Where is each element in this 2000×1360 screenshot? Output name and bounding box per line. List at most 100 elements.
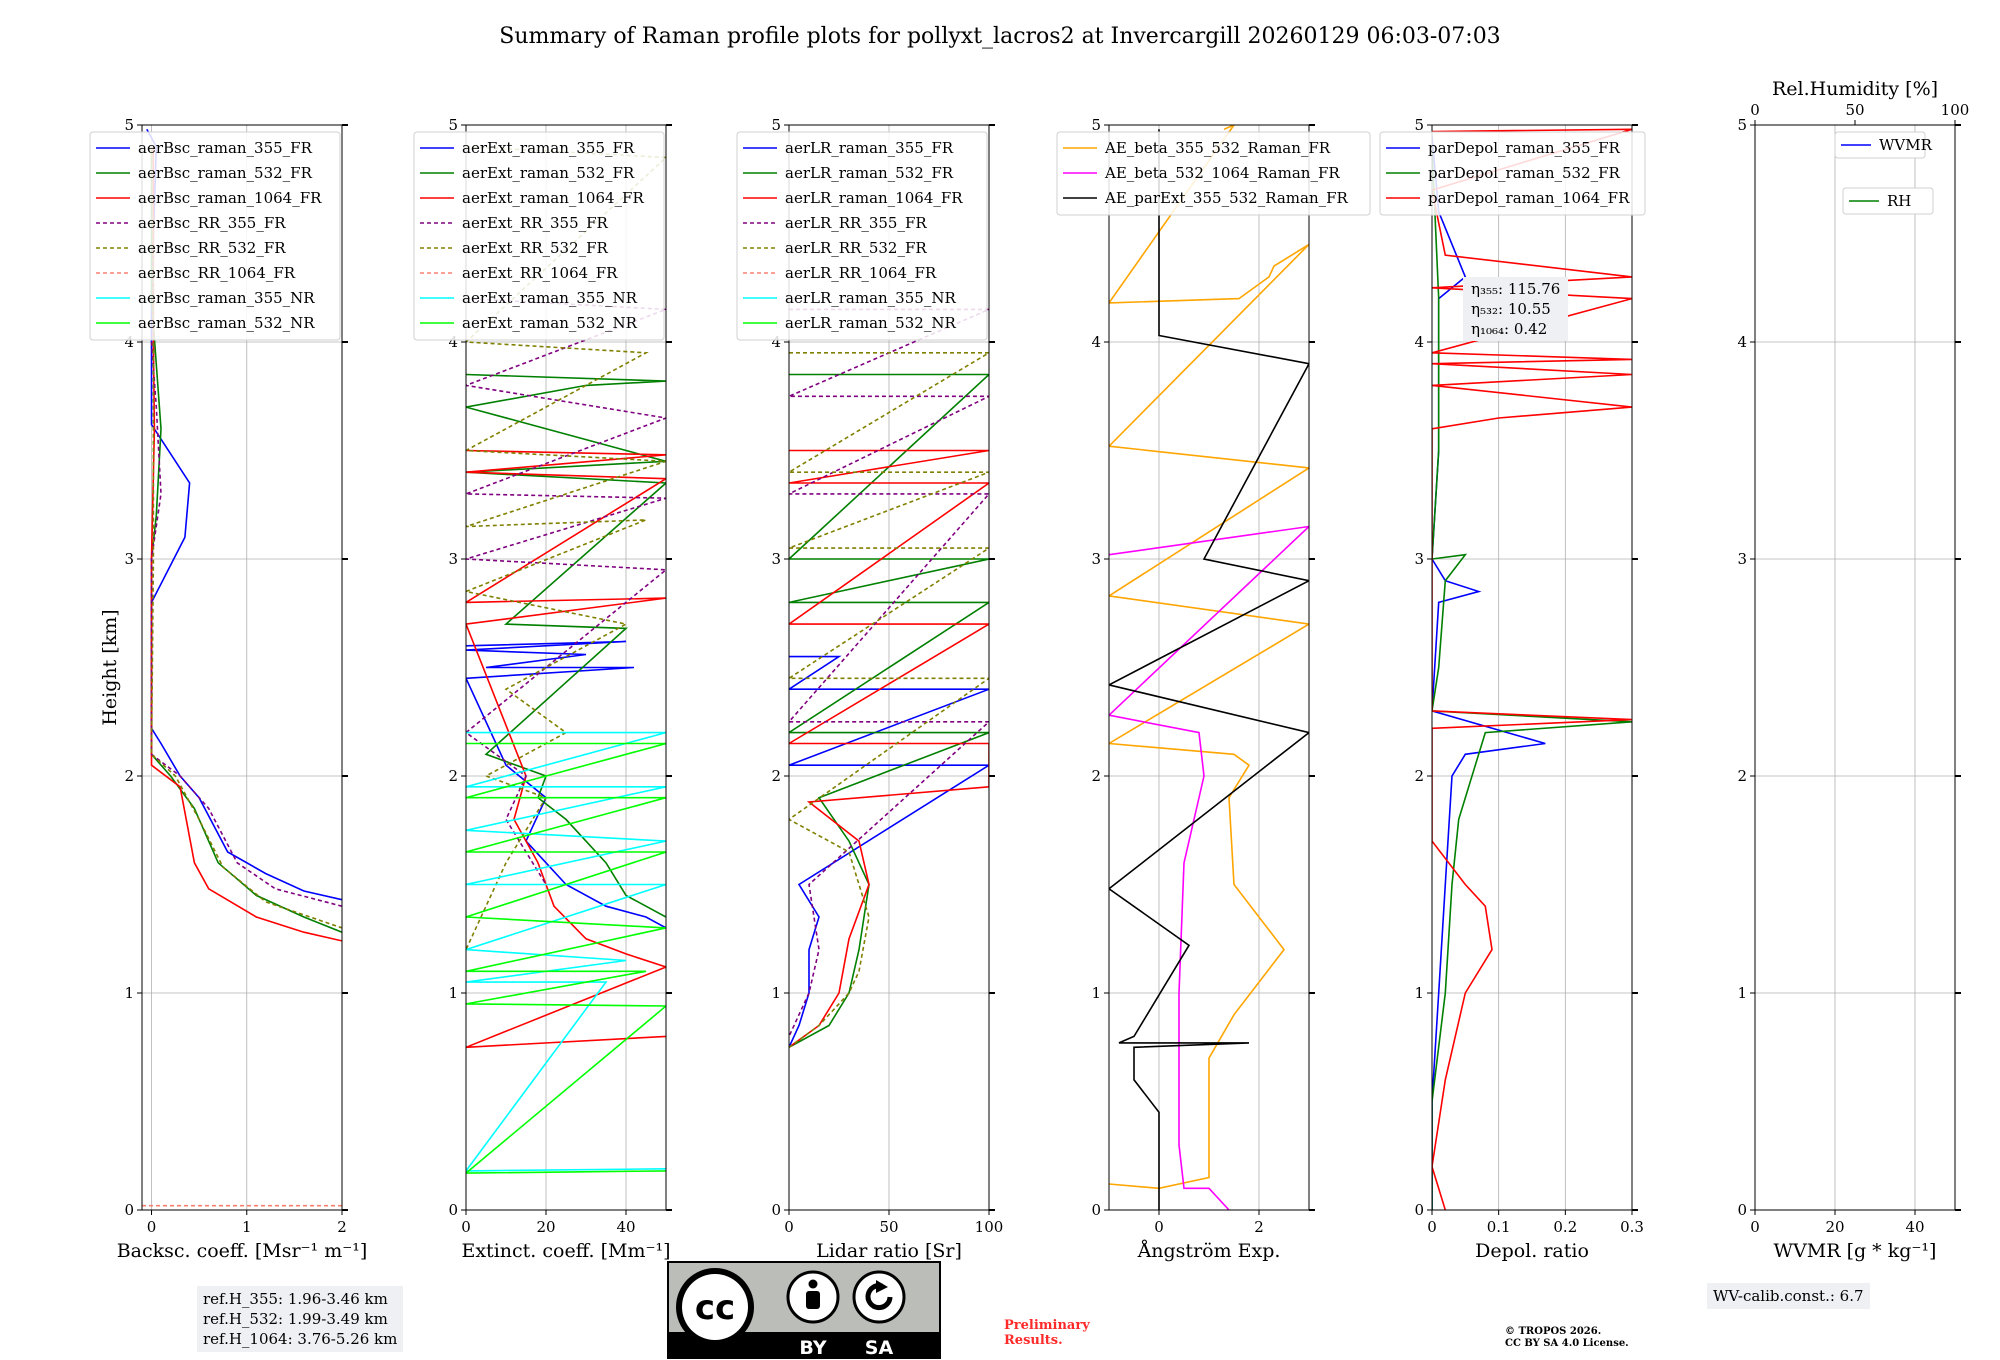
x-tick-label: 0.2 <box>1553 1218 1577 1236</box>
eta-532: η₅₃₂: 10.55 <box>1471 300 1551 318</box>
legend-label: aerExt_RR_532_FR <box>462 239 609 257</box>
legend-label: aerLR_RR_532_FR <box>785 239 927 257</box>
y-tick-label: 2 <box>1091 767 1101 785</box>
legend-label: aerExt_raman_532_NR <box>462 314 638 332</box>
series-line-aerExt_RR_355_FR <box>466 297 666 885</box>
x-tick-label: 0 <box>1154 1218 1164 1236</box>
legend-ae: AE_beta_355_532_Raman_FR AE_beta_532_1064… <box>1056 131 1371 216</box>
preliminary-line-2: Results. <box>1004 1333 1063 1348</box>
preliminary-line-1: Preliminary <box>1004 1318 1090 1333</box>
legend-label: aerExt_RR_355_FR <box>462 214 609 232</box>
legend-label: aerExt_raman_1064_FR <box>462 189 644 207</box>
eta-1064: η₁₀₆₄: 0.42 <box>1471 320 1548 338</box>
x-tick-label: 40 <box>616 1218 635 1236</box>
y-tick-label: 4 <box>1414 333 1424 351</box>
series-line-aerExt_raman_532_NR <box>466 742 666 1174</box>
top-tick-label: 100 <box>1941 101 1970 119</box>
y-tick-label: 3 <box>1091 550 1101 568</box>
x-tick-label: 0 <box>147 1218 157 1236</box>
legend-label: aerBsc_raman_355_FR <box>138 139 313 157</box>
legend-depol: parDepol_raman_355_FR parDepol_raman_532_… <box>1379 131 1646 216</box>
y-tick-label: 1 <box>771 984 781 1002</box>
x-tick-label: 0 <box>1427 1218 1437 1236</box>
plot-frame <box>1108 124 1310 1211</box>
y-tick-label: 1 <box>124 984 134 1002</box>
ref-h-1064: ref.H_1064: 3.76-5.26 km <box>203 1330 398 1348</box>
badge-by-body <box>806 1291 820 1309</box>
series-line-aerBsc_RR_355_FR <box>150 341 342 907</box>
plot-frame <box>465 124 667 1211</box>
preliminary-note: Preliminary Results. <box>1004 1318 1090 1348</box>
y-tick-label: 1 <box>448 984 458 1002</box>
x-tick-label: 50 <box>879 1218 898 1236</box>
y-tick-label: 2 <box>124 767 134 785</box>
plot-frame <box>141 124 343 1211</box>
x-axis-label: Depol. ratio <box>1475 1240 1589 1262</box>
ref-h-532: ref.H_532: 1.99-3.49 km <box>203 1310 388 1328</box>
panel-lr: 0 50 100 0 1 2 3 4 5 Lidar ratio [Sr] aerLR_raman_… <box>736 116 1004 1262</box>
legend-label: aerBsc_RR_1064_FR <box>138 264 296 282</box>
y-tick-label: 0 <box>1414 1201 1424 1219</box>
series-line-AE_beta_532_1064_Raman_FR <box>1109 525 1309 1210</box>
legend-label: aerLR_raman_532_FR <box>785 164 954 182</box>
wv-calib-text: WV-calib.const.: 6.7 <box>1713 1287 1864 1305</box>
y-tick-label: 4 <box>1091 333 1101 351</box>
x-axis-label: Lidar ratio [Sr] <box>816 1240 962 1262</box>
x-axis-label: Backsc. coeff. [Msr⁻¹ m⁻¹] <box>117 1240 368 1262</box>
x-axis-label: Extinct. coeff. [Mm⁻¹] <box>461 1240 670 1262</box>
cc-by-sa-badge: cc BY SA <box>667 1261 941 1359</box>
copyright-line-2: CC BY SA 4.0 License. <box>1505 1338 1629 1349</box>
series-line-AE_parExt_355_532_Raman_FR <box>1109 129 1309 1210</box>
legend-label: AE_beta_532_1064_Raman_FR <box>1104 164 1340 182</box>
series-line-AE_beta_355_532_Raman_FR <box>1109 125 1309 1190</box>
series-line-aerLR_raman_355_FR <box>789 655 989 1048</box>
x-tick-label: 100 <box>975 1218 1004 1236</box>
x-axis-label: WVMR [g * kg⁻¹] <box>1774 1240 1937 1262</box>
panel-bsc: 0 1 2 0 1 2 3 4 5 Backsc. coeff. [Msr⁻¹ m⁻¹] Heigh… <box>89 116 368 1262</box>
legend-label: parDepol_raman_1064_FR <box>1428 189 1630 207</box>
legend-label: aerLR_raman_355_FR <box>785 139 954 157</box>
x-tick-label: 20 <box>1825 1218 1844 1236</box>
x-tick-label: 0 <box>1750 1218 1760 1236</box>
legend-lr: aerLR_raman_355_FR aerLR_raman_532_FR aerL… <box>736 131 988 341</box>
x-tick-label: 2 <box>1254 1218 1264 1236</box>
legend-frame <box>736 131 988 341</box>
top-axis-label: Rel.Humidity [%] <box>1772 78 1938 100</box>
copyright-line-1: © TROPOS 2026. <box>1505 1326 1602 1337</box>
x-tick-label: 20 <box>536 1218 555 1236</box>
x-tick-label: 0.1 <box>1487 1218 1511 1236</box>
series-line-parDepol_raman_532_FR <box>1432 146 1632 1210</box>
x-tick-label: 0.3 <box>1620 1218 1644 1236</box>
x-tick-label: 1 <box>242 1218 252 1236</box>
series-line-aerLR_raman_1064_FR <box>789 449 989 1048</box>
legend-frame <box>89 131 341 341</box>
legend-label: AE_beta_355_532_Raman_FR <box>1104 139 1331 157</box>
legend-label: aerBsc_RR_355_FR <box>138 214 286 232</box>
legend-label: aerLR_RR_1064_FR <box>785 264 937 282</box>
y-tick-label: 3 <box>1414 550 1424 568</box>
y-tick-label: 4 <box>771 333 781 351</box>
y-tick-label: 1 <box>1414 984 1424 1002</box>
legend-label: aerExt_raman_355_NR <box>462 289 638 307</box>
y-tick-label: 5 <box>771 116 781 134</box>
legend-label: aerBsc_RR_532_FR <box>138 239 286 257</box>
y-tick-label: 3 <box>771 550 781 568</box>
panel-ae: 0 2 0 1 2 3 4 5 Ångström Exp. AE_beta_355_532_Ram… <box>1056 116 1371 1262</box>
badge-sa-arrow <box>865 1283 893 1311</box>
legend-label: aerBsc_raman_532_FR <box>138 164 313 182</box>
series-line-aerBsc_raman_532_FR <box>150 146 342 933</box>
x-tick-label: 0 <box>461 1218 471 1236</box>
y-tick-label: 3 <box>448 550 458 568</box>
y-tick-label: 2 <box>1737 767 1747 785</box>
legend-frame <box>1842 187 1934 215</box>
legend-label: WVMR <box>1879 136 1933 154</box>
y-tick-label: 5 <box>1091 116 1101 134</box>
legend-ext: aerExt_raman_355_FR aerExt_raman_532_FRae… <box>413 131 665 341</box>
y-tick-label: 0 <box>124 1201 134 1219</box>
badge-sa-icon <box>852 1270 906 1324</box>
legend-frame <box>1056 131 1371 216</box>
panel-depol: 0 0.1 0.2 0.3 0 1 2 3 4 5 Depol. ratio parDepol_ram… <box>1379 116 1646 1262</box>
ref-h-355: ref.H_355: 1.96-3.46 km <box>203 1290 388 1308</box>
y-tick-label: 4 <box>124 333 134 351</box>
